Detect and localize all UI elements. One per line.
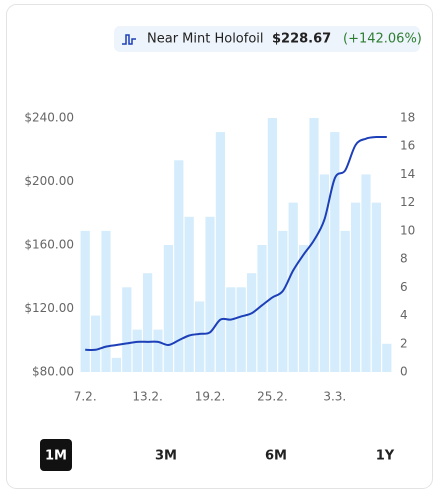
y2-tick-label: 16 xyxy=(400,139,415,153)
bar xyxy=(122,287,132,372)
bar xyxy=(174,160,184,372)
bar xyxy=(267,118,277,372)
y2-tick-label: 4 xyxy=(400,308,408,322)
y2-tick-label: 10 xyxy=(400,223,415,237)
bar xyxy=(371,202,381,372)
range-button-label[interactable]: 6M xyxy=(265,449,287,464)
bar xyxy=(351,202,361,372)
bar xyxy=(247,273,257,372)
range-button-label[interactable]: 1M xyxy=(45,449,67,464)
bar xyxy=(226,287,236,372)
x-tick-label: 13.2. xyxy=(132,390,163,404)
legend-price: $228.67 xyxy=(272,32,331,47)
bar xyxy=(101,230,111,372)
bar xyxy=(215,132,225,372)
x-tick-label: 25.2. xyxy=(257,390,288,404)
legend-name: Near Mint Holofoil xyxy=(147,32,264,47)
x-tick-label: 19.2. xyxy=(195,390,226,404)
range-button-label[interactable]: 3M xyxy=(155,449,177,464)
price-line xyxy=(85,135,387,352)
range-button-bg xyxy=(40,439,72,471)
bar xyxy=(382,343,392,372)
x-tick-label: 3.3. xyxy=(323,390,346,404)
bar xyxy=(288,202,298,372)
y2-tick-label: 14 xyxy=(400,167,415,181)
bar xyxy=(132,329,142,372)
bar xyxy=(319,174,329,372)
y-tick-label: $160.00 xyxy=(24,238,74,252)
bar xyxy=(153,329,163,372)
legend-pill xyxy=(114,26,420,52)
range-button[interactable]: 3M xyxy=(150,439,182,471)
bar xyxy=(236,287,246,372)
range-button[interactable]: 1M xyxy=(40,439,72,471)
y2-tick-label: 6 xyxy=(400,280,408,294)
y2-tick-label: 8 xyxy=(400,252,408,266)
y-tick-label: $200.00 xyxy=(24,174,74,188)
bar xyxy=(299,245,309,372)
legend: Near Mint Holofoil $228.67 (+142.06%) xyxy=(114,26,422,52)
y2-tick-label: 12 xyxy=(400,195,415,209)
bar xyxy=(257,245,267,372)
bar xyxy=(143,273,153,372)
y-tick-label: $120.00 xyxy=(24,301,74,315)
bar xyxy=(205,216,215,372)
y-tick-label: $80.00 xyxy=(32,365,74,379)
bar xyxy=(91,315,101,372)
bar xyxy=(330,132,340,372)
bar xyxy=(111,357,121,372)
bar xyxy=(184,216,194,372)
y2-tick-label: 0 xyxy=(400,365,408,379)
range-button[interactable]: 6M xyxy=(260,439,292,471)
bar xyxy=(340,230,350,372)
bar xyxy=(80,230,90,372)
bar xyxy=(278,230,288,372)
bar xyxy=(195,301,205,372)
bar xyxy=(163,245,173,372)
range-button-label[interactable]: 1Y xyxy=(376,449,395,464)
range-button[interactable]: 1Y xyxy=(369,439,401,471)
legend-change: (+142.06%) xyxy=(343,32,422,47)
legend-icon xyxy=(122,34,136,45)
y-tick-label: $240.00 xyxy=(24,111,74,125)
x-tick-label: 7.2. xyxy=(74,390,97,404)
bar xyxy=(309,118,319,372)
y2-tick-label: 2 xyxy=(400,336,408,350)
bar xyxy=(361,174,371,372)
y2-tick-label: 18 xyxy=(400,111,415,125)
